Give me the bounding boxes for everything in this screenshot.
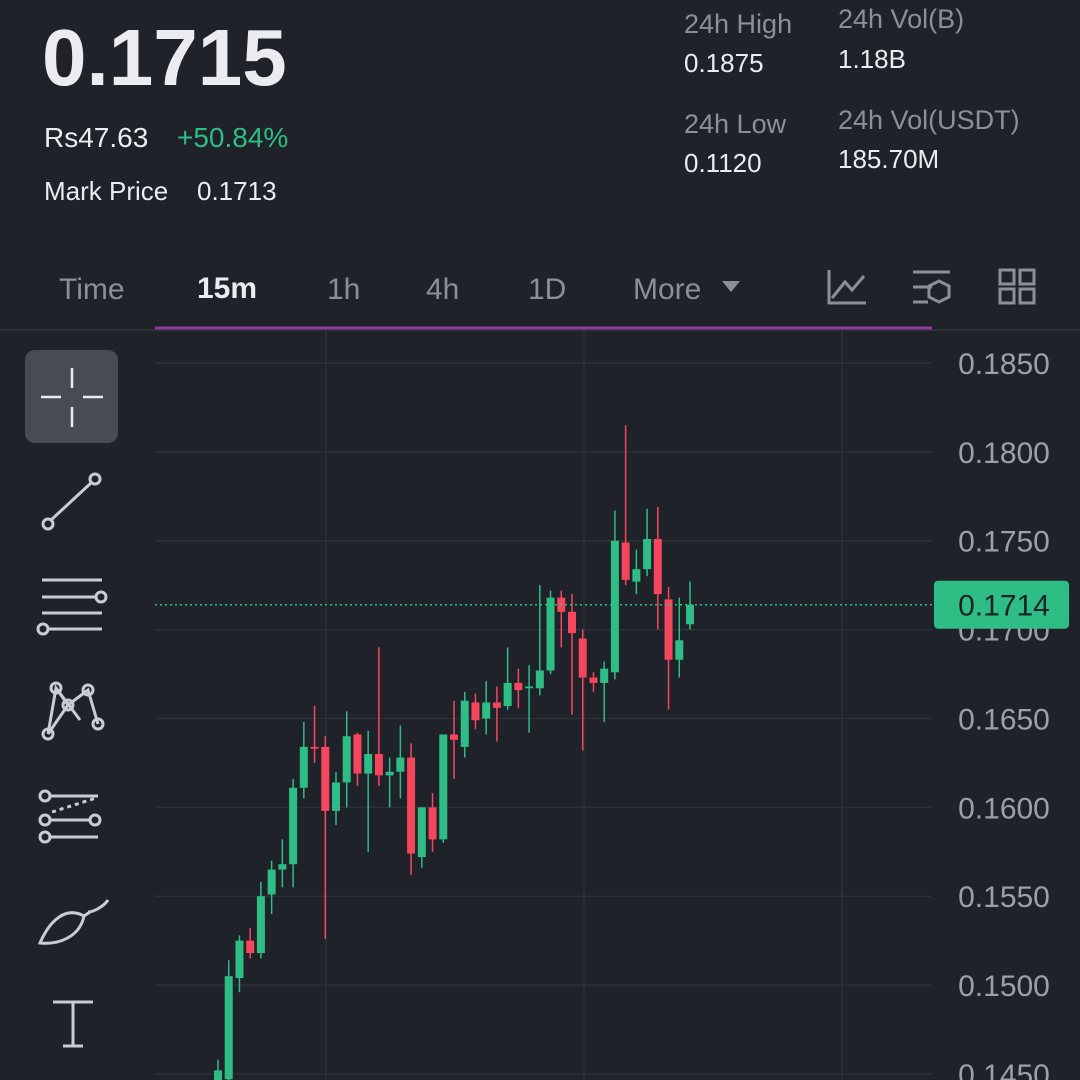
plot-area [155,362,932,1080]
candle-body [482,702,491,719]
candle-body [525,686,534,689]
vertical-grid [325,331,843,1080]
change: +50.84% [177,122,288,153]
y-tick-label: 0.1450 [958,1059,1050,1080]
mark-price: 0.1713 [197,176,277,206]
tab-active[interactable]: 15m [197,272,257,305]
candle-body [546,597,555,671]
chart-icon[interactable] [827,270,866,305]
crosshair-tool[interactable] [25,350,118,443]
candle-body [396,757,405,772]
candle-body [578,638,587,678]
candle-body [686,604,694,625]
candle-body [514,682,523,691]
candle-body [675,640,684,660]
candle-body [535,670,544,689]
crosshair-icon [41,368,103,427]
settings-icon[interactable] [913,270,951,304]
candle-body [353,734,362,774]
last-price-label: 0.1714 [958,590,1050,623]
fiat-price: Rs47.63 [44,122,148,153]
y-axis: 0.18500.18000.17500.17000.16500.16000.15… [934,348,1069,1080]
candle-body [450,734,458,740]
candle-body [610,540,619,673]
stat-value: 185.70M [838,144,939,174]
candle-body [321,746,330,811]
tab[interactable]: Time [59,273,125,306]
stat-value: 1.18B [838,44,906,74]
brush-tool[interactable] [37,899,110,945]
candle-body [299,746,308,788]
candle-body [278,864,287,870]
candle-body [632,569,641,582]
stat-label: 24h Vol(B) [838,4,964,34]
candle-body [267,869,276,895]
stat-label: 24h Vol(USDT) [838,105,1020,135]
tab[interactable]: 1D [528,273,566,306]
candle-body [235,940,244,978]
text-tool[interactable] [53,1000,93,1048]
candle-body [503,682,512,707]
candle-body [653,538,662,595]
candle-body [664,599,673,660]
candle-body [460,700,469,747]
last-price: 0.1715 [42,13,287,102]
candle-body [439,734,448,840]
candle-body [364,754,373,774]
y-tick-label: 0.1750 [958,526,1050,559]
candle-body [214,1070,222,1080]
y-tick-label: 0.1600 [958,792,1050,825]
candle-body [407,757,416,854]
candle-body [621,542,630,580]
candle-body [224,976,233,1080]
tab[interactable]: 1h [327,273,360,306]
y-tick-label: 0.1500 [958,970,1050,1003]
y-tick-label: 0.1850 [958,348,1050,381]
y-tick-label: 0.1650 [958,703,1050,736]
line-tool[interactable] [41,472,102,531]
candle-body [589,677,598,683]
candle-body [600,668,609,683]
tab[interactable]: More [633,273,701,306]
mark-price-label: Mark Price [44,176,168,206]
last-price-tag [934,580,1069,629]
fib-tool[interactable] [38,789,102,844]
candle-body [246,940,255,954]
hlines-tool[interactable] [36,578,108,636]
candle-body [417,807,426,858]
candle-body [256,896,265,954]
stat-value: 0.1120 [684,148,762,178]
candle-body [492,702,501,708]
candle-body [568,611,576,634]
pattern-tool[interactable] [41,681,105,741]
candle-body [374,754,383,776]
candle-body [289,787,298,865]
stat-value: 0.1875 [684,48,764,78]
y-tick-label: 0.1550 [958,881,1050,914]
candle-body [385,771,394,776]
candle-body [310,746,319,749]
candle-body [342,736,351,783]
dropdown-arrow [722,281,740,292]
y-tick-label: 0.1800 [958,437,1050,470]
candle-body [332,782,340,811]
tab[interactable]: 4h [426,273,459,306]
candle-body [643,538,652,570]
candle-body [428,807,437,840]
candle-body [471,702,480,721]
layout-icon[interactable] [998,268,1036,305]
stat-label: 24h Low [684,109,787,139]
stat-label: 24h High [684,9,792,39]
